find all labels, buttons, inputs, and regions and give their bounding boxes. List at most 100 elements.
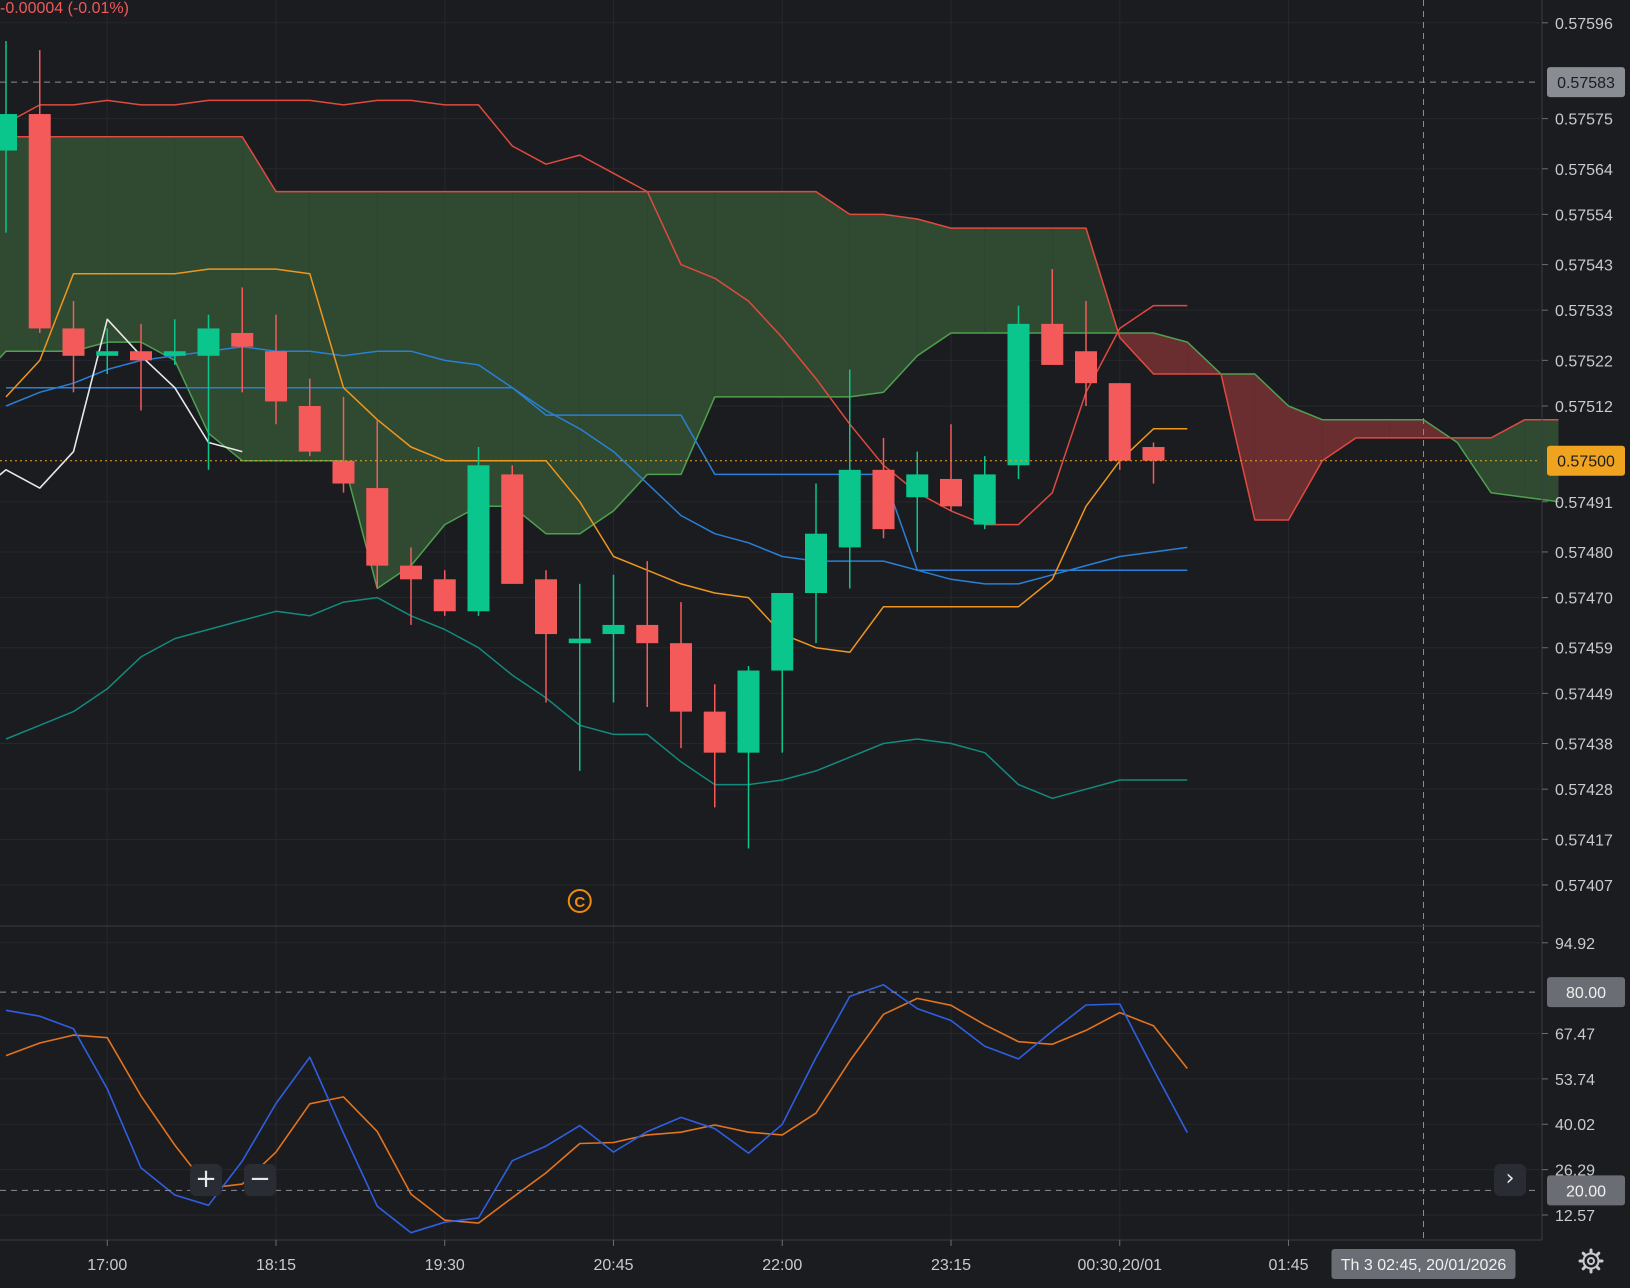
candle [1075, 301, 1097, 406]
time-tick-label: 01:45 [1268, 1257, 1308, 1274]
price-tick-label: 0.57438 [1555, 737, 1613, 754]
candle-body [973, 474, 996, 525]
candle-body [96, 351, 119, 356]
candle-body [737, 670, 760, 753]
candle [838, 369, 861, 589]
candle [298, 378, 321, 457]
stochastic-level-tag-bg [1547, 1175, 1625, 1206]
candle [62, 301, 85, 393]
bollinger-lower-line [5, 596, 1188, 800]
candle [535, 570, 557, 703]
price-tick-label: 0.57459 [1555, 641, 1613, 658]
stochastic-level-tag-bg [1547, 977, 1625, 1008]
candle [197, 314, 220, 470]
cloud-segment [1254, 374, 1289, 521]
crosshair-time-tag-text: Th 3 02:45, 20/01/2026 [1341, 1257, 1507, 1274]
candle-body [62, 328, 85, 356]
candle-body [906, 474, 929, 498]
cloud-segment [512, 191, 546, 534]
scroll-to-realtime-button[interactable]: › [1494, 1164, 1526, 1196]
price-tick-label: 0.57512 [1555, 399, 1613, 416]
cloud-segment [411, 191, 445, 566]
candle [0, 41, 17, 233]
candle [771, 593, 794, 753]
settings-button[interactable] [1577, 1247, 1605, 1275]
candle-body [0, 114, 17, 151]
cloud-segment [714, 191, 749, 397]
price-tick-label: 0.57407 [1555, 878, 1613, 895]
candle-body [501, 474, 524, 584]
cloud-segment [208, 136, 243, 461]
candle [737, 665, 760, 849]
time-tick-label: 17:00 [87, 1257, 127, 1274]
candle [636, 561, 659, 708]
candle [703, 684, 726, 808]
candle-body [1075, 351, 1097, 384]
time-tick-label: 19:30 [425, 1257, 465, 1274]
cloud-segment [782, 191, 816, 397]
candle-body [298, 405, 321, 452]
price-tick-label: 0.57575 [1555, 112, 1613, 129]
candle-body [1041, 323, 1064, 365]
cloud-segment [1491, 419, 1525, 498]
time-tick-label: 23:15 [931, 1257, 971, 1274]
stochastic-k-line [5, 983, 1189, 1234]
candle-body [400, 565, 422, 580]
candle [96, 328, 119, 375]
candle [1108, 383, 1131, 470]
candle [400, 547, 422, 625]
candle-body [433, 579, 456, 612]
candle [1142, 442, 1165, 484]
cloud-segment [681, 191, 715, 475]
candle-body [265, 351, 287, 402]
candle [602, 574, 625, 703]
cloud-segment [849, 214, 884, 397]
price-tick-label: 0.57428 [1555, 782, 1613, 799]
price-tick-label: 0.57533 [1555, 303, 1613, 320]
cloud-segment [951, 228, 985, 333]
cloud-segment [309, 191, 344, 461]
cloud-segment [1052, 228, 1086, 333]
cloud-segment [984, 228, 1019, 333]
price-tick-label: 0.57543 [1555, 258, 1613, 275]
candle-body [1007, 323, 1030, 466]
time-tick-label: 22:00 [762, 1257, 802, 1274]
zoom-in-button[interactable]: + [190, 1164, 222, 1196]
candle [163, 319, 186, 365]
price-tick-label: 0.57417 [1555, 832, 1613, 849]
crosshair-price-tag-bg [1547, 67, 1625, 98]
price-tick-label: 0.57491 [1555, 495, 1613, 512]
candle [906, 451, 929, 552]
candle-body [602, 624, 625, 635]
time-tick-label: 18:15 [256, 1257, 296, 1274]
oscillator-tick-label: 12.57 [1555, 1208, 1595, 1225]
event-marker-icon [567, 889, 592, 913]
cloud-segment [917, 218, 951, 356]
candle-body [467, 465, 490, 612]
candle-body [332, 460, 355, 484]
candle [130, 323, 152, 411]
candle-body [535, 579, 557, 635]
candle [28, 50, 51, 333]
cloud-segment [647, 191, 681, 475]
crosshair-time-tag: Th 3 02:45, 20/01/2026 [1331, 1249, 1516, 1279]
cloud-segment [1322, 419, 1356, 461]
last-price-tag-bg [1547, 445, 1625, 476]
price-tick-label: 0.57470 [1555, 591, 1613, 608]
candles [0, 41, 1165, 849]
candle [265, 314, 287, 425]
candle [872, 437, 895, 539]
candle-body [28, 114, 51, 329]
candle [1041, 269, 1064, 365]
crosshair-price-tag-text: 0.57583 [1557, 75, 1615, 92]
kijun-sen-line [6, 386, 1188, 571]
candle [805, 483, 827, 644]
last-price-tag-text: 0.57500 [1557, 454, 1615, 471]
zoom-out-button[interactable]: − [244, 1164, 276, 1196]
price-tick-label: 0.57554 [1555, 207, 1613, 224]
stochastic-level-tag: 80.00 [1547, 977, 1625, 1008]
candle-body [1142, 447, 1165, 461]
